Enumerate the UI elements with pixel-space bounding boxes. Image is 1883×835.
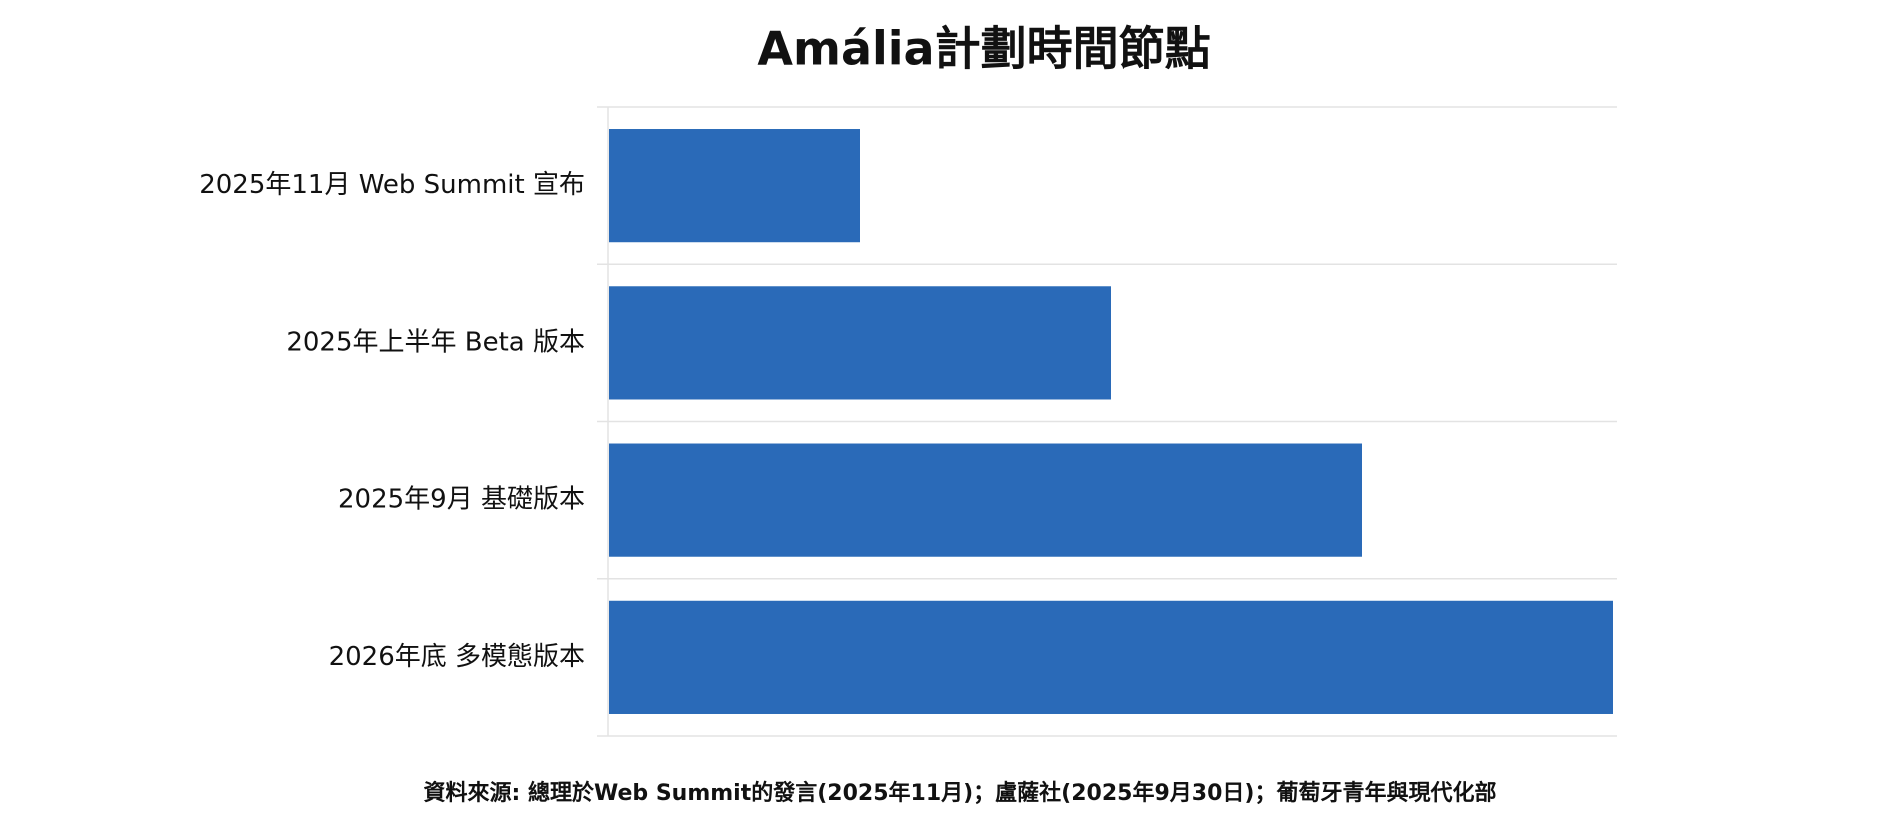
bar	[609, 600, 1613, 714]
chart-title: Amália計劃時間節點	[757, 22, 1210, 76]
y-tick-label: 2026年底 多模態版本	[329, 642, 585, 672]
bar	[609, 443, 1362, 557]
y-tick-label: 2025年上半年 Beta 版本	[286, 327, 585, 357]
bar	[609, 129, 860, 243]
source-note: 資料來源: 總理於Web Summit的發言(2025年11月)；盧薩社(202…	[424, 780, 1497, 806]
y-tick-label: 2025年9月 基礎版本	[338, 485, 585, 515]
bar	[609, 286, 1111, 400]
y-tick-label: 2025年11月 Web Summit 宣布	[199, 170, 585, 200]
